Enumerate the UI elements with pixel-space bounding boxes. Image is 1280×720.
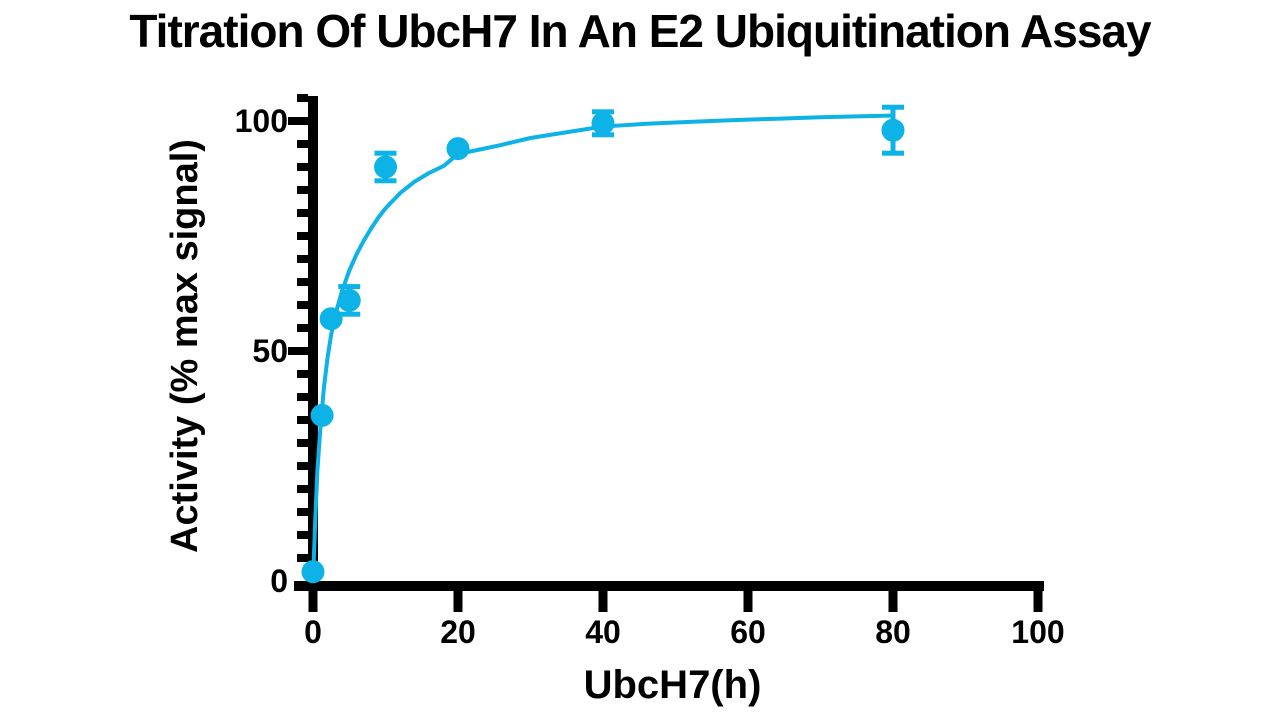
data-point-marker	[337, 288, 361, 312]
x-major-tick	[743, 591, 753, 612]
error-bar-cap	[374, 150, 397, 156]
y-major-tick	[288, 347, 308, 355]
y-minor-tick	[297, 554, 308, 562]
error-bar-cap	[338, 284, 361, 290]
y-tick-label: 50	[252, 333, 288, 369]
y-tick-label: 100	[234, 103, 288, 139]
y-minor-tick	[297, 416, 308, 424]
y-minor-tick	[297, 209, 308, 217]
fit-curve	[311, 113, 895, 583]
x-tick-label: 40	[585, 614, 621, 650]
data-point-marker	[301, 560, 325, 584]
error-bar-cap	[338, 311, 361, 317]
y-major-tick	[288, 117, 308, 125]
data-point-marker	[881, 118, 905, 142]
y-minor-tick	[297, 94, 308, 102]
y-minor-tick	[297, 324, 308, 332]
x-major-tick	[888, 591, 898, 612]
data-points	[301, 111, 905, 584]
data-point-marker	[591, 111, 615, 135]
y-minor-tick	[297, 163, 308, 171]
y-minor-tick	[297, 278, 308, 286]
y-axis-spine	[308, 96, 318, 591]
data-point-marker	[374, 155, 397, 179]
x-tick-label: 80	[875, 614, 911, 650]
y-tick-label: 0	[270, 563, 288, 599]
chart-title: Titration Of UbcH7 In An E2 Ubiquitinati…	[129, 5, 1151, 57]
y-minor-tick	[297, 439, 308, 447]
x-major-tick	[1033, 591, 1043, 612]
error-bars	[338, 104, 904, 317]
x-axis-title: UbcH7(h)	[583, 663, 762, 707]
x-major-tick	[308, 591, 318, 612]
error-bar-cap	[882, 150, 904, 156]
y-minor-tick	[297, 140, 308, 148]
data-point-marker	[319, 307, 343, 331]
x-major-tick	[598, 591, 608, 612]
y-minor-tick	[297, 393, 308, 401]
y-minor-tick	[297, 232, 308, 240]
y-minor-tick	[297, 301, 308, 309]
data-point-marker	[446, 137, 470, 161]
y-minor-tick	[297, 508, 308, 516]
y-minor-tick	[297, 462, 308, 470]
x-tick-label: 0	[304, 614, 322, 650]
error-bar-cap	[882, 104, 904, 110]
x-tick-label: 60	[730, 614, 766, 650]
data-point-marker	[310, 403, 334, 427]
y-minor-tick	[297, 255, 308, 263]
x-tick-label: 100	[1011, 614, 1065, 650]
error-bar-cap	[374, 178, 397, 184]
x-axis-spine	[294, 581, 1044, 591]
axes	[288, 94, 1044, 612]
x-tick-label: 20	[440, 614, 476, 650]
y-minor-tick	[297, 370, 308, 378]
x-major-tick	[453, 591, 463, 612]
y-minor-tick	[297, 485, 308, 493]
y-minor-tick	[297, 186, 308, 194]
y-minor-tick	[297, 531, 308, 539]
